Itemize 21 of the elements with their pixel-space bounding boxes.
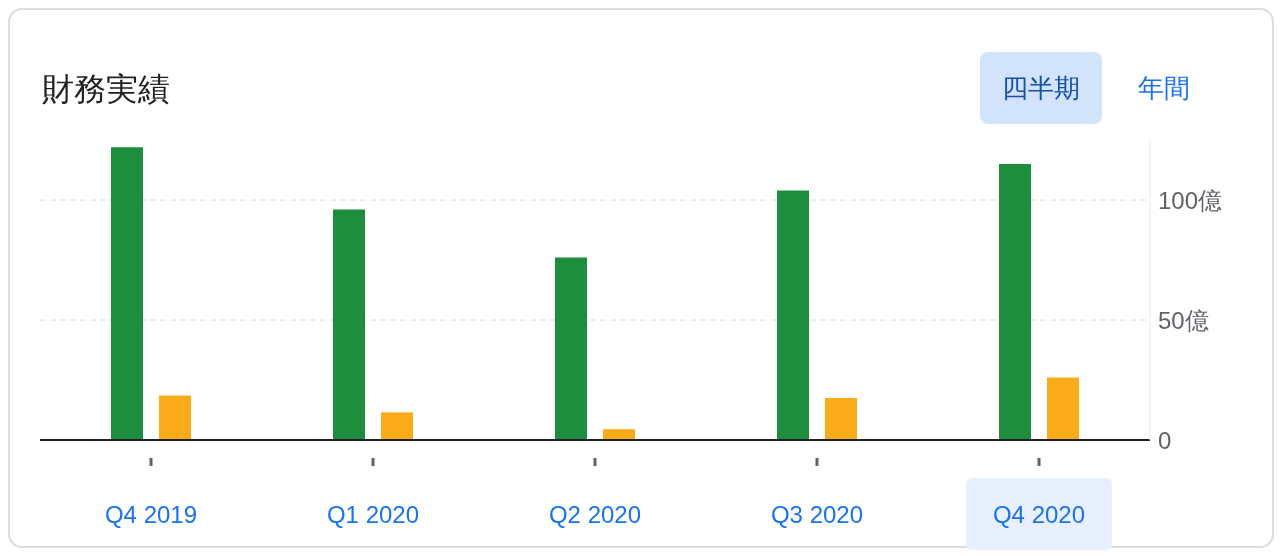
bar xyxy=(555,257,587,440)
bar xyxy=(825,398,857,440)
bar xyxy=(381,412,413,440)
x-tick-label: Q4 2019 xyxy=(104,501,198,528)
text: 四半期 xyxy=(980,52,1102,124)
text: 年間 xyxy=(1137,72,1191,105)
y-tick-label: 100億 xyxy=(1158,186,1223,214)
x-tick-label: Q3 2020 xyxy=(770,501,864,528)
x-tick-label: Q1 2020 xyxy=(326,501,420,528)
y-tick-label: 0 xyxy=(1158,426,1172,454)
bar xyxy=(999,164,1031,440)
chart-title: 財務実績 xyxy=(42,70,170,109)
bar xyxy=(1047,377,1079,440)
bar xyxy=(777,190,809,440)
y-tick-label: 50億 xyxy=(1158,306,1209,334)
bar xyxy=(111,147,143,440)
x-tick-label: Q2 2020 xyxy=(548,501,642,528)
bar xyxy=(333,209,365,440)
x-tick-label: Q4 2020 xyxy=(992,501,1086,528)
bar xyxy=(603,429,635,440)
bar xyxy=(159,395,191,440)
